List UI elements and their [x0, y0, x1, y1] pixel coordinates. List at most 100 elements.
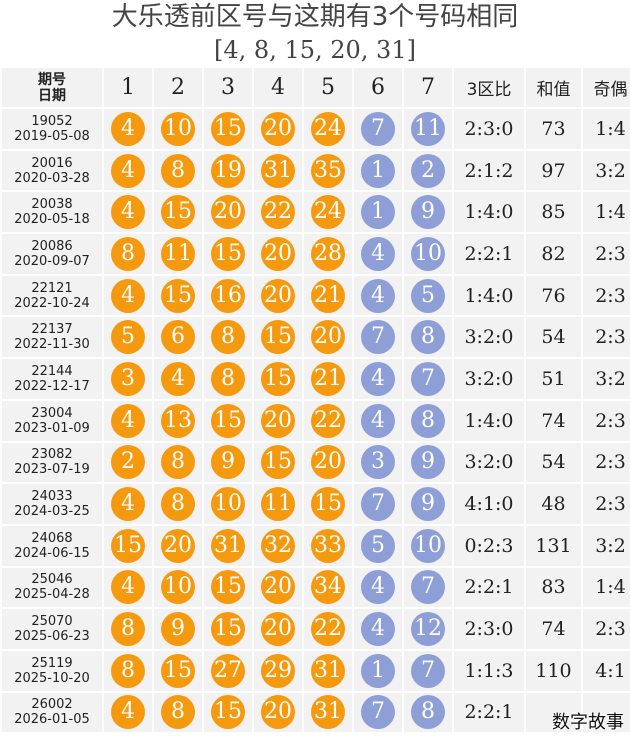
- draw-date: 2022-10-24: [14, 295, 90, 311]
- header-period-date: 期号 日期: [2, 68, 102, 107]
- back-ball: 1: [361, 653, 395, 688]
- back-ball: 7: [411, 653, 445, 688]
- period-number: 20038: [31, 197, 73, 213]
- front-ball-cell: 16: [204, 275, 252, 316]
- front-ball-cell: 19: [204, 150, 252, 191]
- back-ball: 7: [361, 695, 395, 730]
- front-ball: 20: [261, 236, 295, 271]
- front-ball-cell: 15: [254, 359, 302, 399]
- zone-ratio: 2:1:2: [454, 150, 524, 191]
- front-ball: 15: [211, 403, 245, 438]
- back-ball: 7: [411, 361, 445, 396]
- front-ball-cell: 15: [204, 400, 252, 441]
- back-ball-cell: 5: [354, 525, 402, 566]
- front-ball-cell: 10: [204, 484, 252, 524]
- front-ball-cell: 20: [154, 525, 202, 566]
- front-ball-cell: 15: [204, 567, 252, 608]
- front-ball: 8: [111, 653, 145, 688]
- back-ball: 12: [411, 612, 445, 647]
- front-ball: 2: [111, 445, 145, 480]
- front-ball-cell: 8: [204, 359, 252, 399]
- period-cell: 24068 2024-06-15: [2, 525, 102, 566]
- front-ball: 4: [111, 153, 145, 188]
- front-ball: 15: [261, 445, 295, 480]
- back-ball: 4: [361, 612, 395, 647]
- front-ball-cell: 8: [104, 609, 152, 649]
- draw-date: 2022-11-30: [14, 337, 90, 353]
- front-ball: 15: [261, 320, 295, 355]
- front-ball-cell: 4: [104, 275, 152, 316]
- front-ball: 20: [311, 320, 345, 355]
- front-ball-cell: 34: [304, 567, 352, 608]
- sum-value: 131: [526, 525, 581, 566]
- front-ball-cell: 15: [204, 234, 252, 274]
- back-ball-cell: 7: [354, 317, 402, 358]
- back-ball: 1: [361, 195, 395, 230]
- front-ball-cell: 4: [104, 400, 152, 441]
- front-ball-cell: 20: [254, 692, 302, 733]
- front-ball: 27: [211, 653, 245, 688]
- front-ball: 6: [161, 320, 195, 355]
- draw-date: 2026-01-05: [14, 712, 90, 728]
- sum-value: 110: [526, 650, 581, 691]
- front-ball-cell: 4: [104, 109, 152, 149]
- front-ball-cell: 20: [304, 317, 352, 358]
- front-ball: 8: [111, 236, 145, 271]
- front-ball-cell: 20: [254, 275, 302, 316]
- front-ball: 4: [111, 111, 145, 146]
- header-sum: 和值: [526, 68, 581, 107]
- period-cell: 25070 2025-06-23: [2, 609, 102, 649]
- front-ball: 4: [111, 487, 145, 522]
- zone-ratio: 2:2:1: [454, 234, 524, 274]
- page-title: 大乐透前区号与这期有3个号码相同: [111, 2, 519, 32]
- draw-date: 2023-01-09: [14, 420, 90, 436]
- sum-value: 48: [526, 484, 581, 524]
- front-ball-cell: 4: [104, 150, 152, 191]
- back-ball: 7: [361, 111, 395, 146]
- draw-date: 2024-06-15: [14, 545, 90, 561]
- front-ball: 15: [161, 653, 195, 688]
- front-ball: 20: [311, 445, 345, 480]
- front-ball: 4: [111, 695, 145, 730]
- front-ball: 32: [261, 528, 295, 563]
- table-row: 22121 2022-10-24 4 15 16 20 21 4 5 1:4:0 76 2:3: [2, 275, 630, 316]
- front-ball: 4: [161, 361, 195, 396]
- back-ball: 4: [361, 570, 395, 605]
- odd-even-ratio: 2:3: [583, 400, 630, 441]
- table-row: 22137 2022-11-30 5 6 8 15 20 7 8 3:2:0 54 2:3: [2, 317, 630, 358]
- odd-even-ratio: 2:3: [583, 234, 630, 274]
- front-ball: 20: [261, 111, 295, 146]
- front-ball: 24: [311, 111, 345, 146]
- zone-ratio: 3:2:0: [454, 442, 524, 483]
- front-ball: 15: [261, 361, 295, 396]
- front-ball: 15: [211, 695, 245, 730]
- watermark: 数字故事: [552, 712, 624, 733]
- front-ball-cell: 15: [154, 275, 202, 316]
- odd-even-ratio: 1:4: [583, 192, 630, 233]
- back-ball: 10: [411, 236, 445, 271]
- draw-date: 2025-04-28: [14, 587, 90, 603]
- draw-rows: 19052 2019-05-08 4 10 15 20 24 7 11 2:3:0 73 1:4 200…: [2, 109, 630, 733]
- draw-table: 期号 日期 1 2 3 4 5 6 7 3区比 和值 奇偶 19052 2019-…: [0, 66, 630, 734]
- front-ball: 31: [311, 653, 345, 688]
- period-number: 25070: [31, 614, 73, 630]
- draw-date: 2019-05-08: [14, 128, 90, 144]
- period-number: 20016: [31, 155, 73, 171]
- front-ball-cell: 31: [304, 692, 352, 733]
- front-ball-cell: 24: [304, 109, 352, 149]
- front-ball-cell: 13: [154, 400, 202, 441]
- front-ball: 22: [311, 403, 345, 438]
- front-ball: 10: [211, 487, 245, 522]
- front-ball-cell: 20: [254, 567, 302, 608]
- front-ball: 16: [211, 278, 245, 313]
- front-ball: 29: [261, 653, 295, 688]
- front-ball: 21: [311, 278, 345, 313]
- front-ball-cell: 4: [104, 692, 152, 733]
- table-row: 23004 2023-01-09 4 13 15 20 22 4 8 1:4:0 74 2:3: [2, 400, 630, 441]
- zone-ratio: 3:2:0: [454, 359, 524, 399]
- period-number: 22137: [31, 322, 73, 338]
- front-ball: 13: [161, 403, 195, 438]
- zone-ratio: 4:1:0: [454, 484, 524, 524]
- front-ball-cell: 15: [104, 525, 152, 566]
- back-ball: 1: [361, 153, 395, 188]
